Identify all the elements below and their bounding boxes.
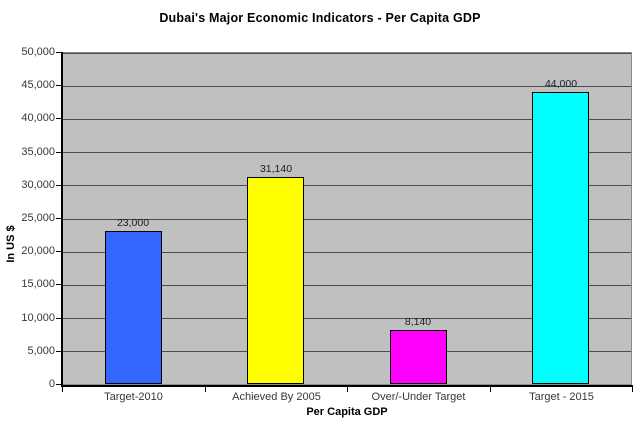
bar-2 bbox=[247, 177, 304, 384]
bar-value-label: 44,000 bbox=[544, 78, 578, 90]
y-axis-tick bbox=[56, 218, 61, 219]
x-axis-line bbox=[61, 385, 633, 387]
bar-value-label: 23,000 bbox=[116, 217, 150, 229]
y-axis-tick bbox=[56, 152, 61, 153]
y-tick-label: 40,000 bbox=[21, 112, 55, 124]
category-label: Target - 2015 bbox=[529, 391, 594, 403]
y-axis-tick bbox=[56, 318, 61, 319]
y-axis-title: In US $ bbox=[5, 225, 17, 263]
y-tick-label: 20,000 bbox=[21, 245, 55, 257]
category-label: Target-2010 bbox=[104, 391, 163, 403]
bar-1 bbox=[105, 231, 162, 384]
x-axis-tick bbox=[632, 387, 633, 392]
y-axis-tick bbox=[56, 251, 61, 252]
y-axis-tick bbox=[56, 185, 61, 186]
category-label: Over/-Under Target bbox=[371, 391, 466, 403]
y-axis-tick bbox=[56, 118, 61, 119]
y-tick-label: 0 bbox=[48, 378, 55, 390]
y-axis-line bbox=[61, 52, 63, 386]
y-tick-label: 15,000 bbox=[21, 278, 55, 290]
x-axis-tick bbox=[347, 387, 348, 392]
y-tick-label: 50,000 bbox=[21, 46, 55, 58]
y-axis-tick bbox=[56, 384, 61, 385]
x-axis-tick bbox=[490, 387, 491, 392]
y-tick-label: 45,000 bbox=[21, 79, 55, 91]
x-axis-tick bbox=[205, 387, 206, 392]
y-axis-tick bbox=[56, 284, 61, 285]
x-axis-title: Per Capita GDP bbox=[306, 406, 388, 418]
bar-4 bbox=[532, 92, 589, 384]
gridline bbox=[63, 53, 631, 54]
y-tick-label: 10,000 bbox=[21, 312, 55, 324]
bar-3 bbox=[390, 330, 447, 384]
bar-value-label: 8,140 bbox=[404, 316, 432, 328]
y-tick-label: 30,000 bbox=[21, 179, 55, 191]
bar-value-label: 31,140 bbox=[259, 163, 293, 175]
y-tick-label: 35,000 bbox=[21, 146, 55, 158]
y-tick-label: 5,000 bbox=[27, 345, 55, 357]
y-axis-tick bbox=[56, 52, 61, 53]
chart-title: Dubai's Major Economic Indicators - Per … bbox=[159, 11, 481, 25]
category-label: Achieved By 2005 bbox=[232, 391, 321, 403]
y-tick-label: 25,000 bbox=[21, 212, 55, 224]
y-axis-tick bbox=[56, 85, 61, 86]
x-axis-tick bbox=[62, 387, 63, 392]
y-axis-tick bbox=[56, 351, 61, 352]
